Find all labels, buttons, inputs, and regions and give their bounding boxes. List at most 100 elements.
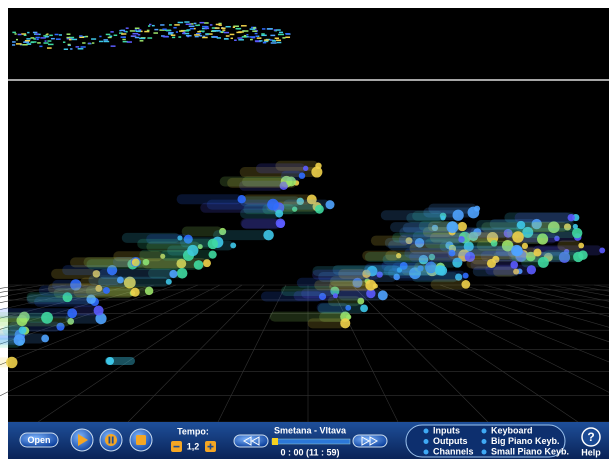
overview-strip xyxy=(12,21,291,50)
menu-bullet xyxy=(423,439,429,444)
menu-item[interactable]: Channels xyxy=(433,446,474,456)
overview-note xyxy=(270,34,276,37)
overview-note xyxy=(27,31,30,34)
overview-note xyxy=(54,33,59,36)
note xyxy=(177,235,183,241)
overview-note xyxy=(23,34,27,37)
overview-note xyxy=(17,33,22,36)
note xyxy=(18,326,27,335)
tempo-decrease[interactable] xyxy=(171,441,182,452)
note xyxy=(332,293,338,299)
note xyxy=(463,241,474,252)
overview-note xyxy=(183,31,186,34)
menu-item[interactable]: Keyboard xyxy=(491,425,533,435)
overview-note xyxy=(225,35,230,37)
overview-note xyxy=(285,33,290,35)
pause-button[interactable] xyxy=(99,428,123,452)
note xyxy=(62,292,73,303)
note-trail xyxy=(0,315,22,326)
overview-note xyxy=(202,36,208,39)
overview-note xyxy=(26,38,31,40)
note xyxy=(13,334,26,346)
rewind-button[interactable] xyxy=(233,434,269,448)
overview-note xyxy=(261,28,266,30)
progress-handle[interactable] xyxy=(272,438,278,445)
note-trail xyxy=(88,275,121,286)
tempo-increase[interactable] xyxy=(205,441,216,452)
overview-note xyxy=(82,42,86,44)
overview-note xyxy=(47,43,54,46)
overview-note xyxy=(263,40,269,42)
note xyxy=(405,237,413,245)
menu-item[interactable]: Big Piano Keyb. xyxy=(491,436,560,446)
note xyxy=(537,256,549,268)
menu-item[interactable]: Small Piano Keyb. xyxy=(491,446,569,456)
note-trail xyxy=(240,218,281,229)
overview-note xyxy=(262,41,267,44)
overview-note xyxy=(46,47,52,49)
overview-note xyxy=(12,31,16,34)
overview-note xyxy=(211,29,217,32)
play-button[interactable] xyxy=(70,428,94,452)
song-title: Smetana - Vltava xyxy=(274,425,347,435)
note-trail xyxy=(404,248,452,259)
note xyxy=(467,206,480,219)
overview-note xyxy=(193,27,196,30)
progress-bar[interactable] xyxy=(271,438,351,445)
forward-button[interactable] xyxy=(352,434,388,448)
floor-line xyxy=(0,284,199,366)
note xyxy=(365,279,377,291)
overview-note xyxy=(175,31,179,33)
note xyxy=(311,166,323,178)
note-trail xyxy=(70,257,136,268)
menu-bullet xyxy=(481,449,487,455)
overview-note xyxy=(183,32,190,35)
overview-note xyxy=(162,35,169,38)
overview-note xyxy=(151,24,155,27)
note xyxy=(409,267,421,280)
note xyxy=(511,244,523,257)
overview-note xyxy=(147,37,153,39)
note xyxy=(437,265,448,276)
note xyxy=(567,213,575,222)
menu-item[interactable]: Inputs xyxy=(433,425,460,435)
overview-note xyxy=(185,34,192,37)
overview-note xyxy=(66,36,71,39)
note xyxy=(522,226,534,238)
stop-button[interactable] xyxy=(129,428,153,452)
note xyxy=(183,234,193,244)
overview-note xyxy=(194,35,199,38)
note-trail xyxy=(51,268,97,279)
note xyxy=(86,294,96,304)
note-trail xyxy=(213,230,269,241)
note-trail xyxy=(380,210,459,221)
note xyxy=(330,286,340,296)
overview-note xyxy=(282,37,286,39)
overview-note xyxy=(129,30,136,32)
help-button[interactable] xyxy=(581,427,601,447)
note-trail xyxy=(260,291,323,302)
note xyxy=(306,194,317,205)
note-trail xyxy=(34,296,95,307)
note xyxy=(464,251,476,263)
overview-note xyxy=(278,31,284,34)
overview-note xyxy=(32,31,38,34)
overview-note xyxy=(237,37,243,39)
open-button[interactable] xyxy=(19,432,59,448)
overview-note xyxy=(37,42,41,44)
overview-note xyxy=(270,42,277,44)
overview-note xyxy=(120,36,126,38)
overview-note xyxy=(249,28,255,30)
overview-note xyxy=(250,38,253,41)
note-trail xyxy=(504,212,576,223)
overview-note xyxy=(43,42,49,44)
overview-note xyxy=(139,40,144,42)
note xyxy=(571,227,583,239)
overview-note xyxy=(25,40,31,42)
overview-note xyxy=(44,40,47,42)
overview-note xyxy=(110,31,114,33)
menu-item[interactable]: Outputs xyxy=(433,436,468,446)
overview-note xyxy=(273,29,277,31)
note-trail xyxy=(364,263,421,274)
overview-note xyxy=(12,44,16,46)
